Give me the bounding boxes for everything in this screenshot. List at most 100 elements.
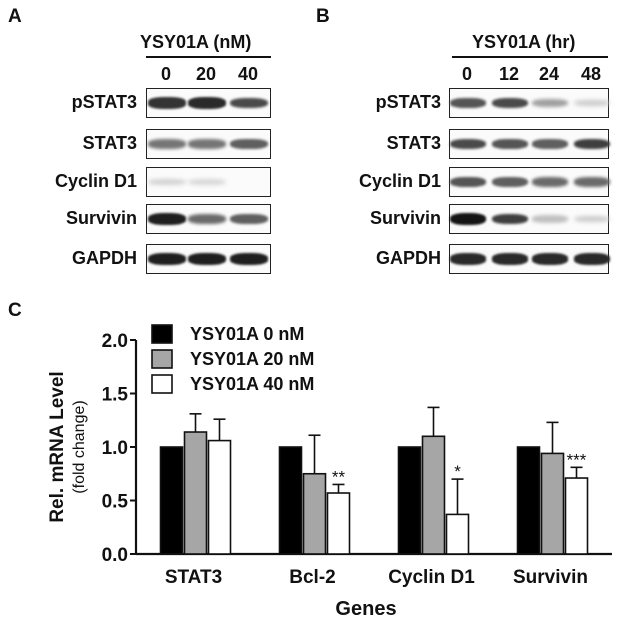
legend-swatch (151, 324, 173, 344)
legend-swatch (151, 374, 173, 394)
blot-band (450, 138, 486, 150)
blot-band (230, 97, 268, 109)
bar (397, 446, 422, 555)
blot-band (188, 214, 226, 224)
blot-strip (449, 167, 610, 197)
blot-band (532, 253, 568, 265)
panel-b-lane-label: 0 (461, 64, 472, 84)
bar (183, 431, 208, 555)
x-tick-label: Cyclin D1 (388, 567, 475, 588)
bar (302, 472, 327, 555)
blot-band (492, 138, 528, 150)
panel-b-lane-label: 12 (498, 64, 520, 84)
panel-a-letter: A (8, 6, 22, 27)
blot-band (574, 138, 610, 150)
panel-a-lane-label: 20 (195, 64, 217, 84)
bar (326, 492, 351, 555)
bar (278, 446, 303, 555)
y-tick-label: 2.0 (102, 331, 128, 352)
blot-band (188, 139, 226, 149)
bar (516, 446, 541, 555)
blot-band (148, 139, 186, 149)
panel-b-letter: B (316, 6, 330, 27)
panel-a-row-label: pSTAT3 (71, 92, 137, 112)
blot-band (532, 139, 568, 149)
legend-label: YSY01A 20 nM (190, 349, 314, 369)
legend-swatch (151, 349, 173, 369)
blot-band (188, 97, 226, 109)
significance-marker: ** (332, 467, 346, 486)
panel-b-lane-label: 48 (580, 64, 602, 84)
blot-band (532, 215, 568, 223)
blot-band (148, 213, 186, 225)
blot-band (230, 253, 268, 265)
blot-strip (449, 88, 610, 118)
x-tick-label: Bcl-2 (289, 567, 335, 588)
blot-band (450, 176, 486, 188)
blot-strip (146, 167, 271, 197)
blot-strip (146, 88, 271, 118)
blot-band (148, 253, 186, 265)
bar (445, 513, 470, 555)
panel-b-header-rule (452, 56, 608, 58)
blot-band (450, 213, 486, 225)
y-tick-label: 0.0 (102, 545, 128, 566)
blot-band (450, 253, 486, 265)
panel-b-lane-label: 24 (538, 64, 560, 84)
bar (159, 446, 184, 555)
blot-band (230, 139, 268, 149)
bar (564, 477, 589, 555)
blot-strip (449, 129, 610, 159)
panel-b-treatment-label: YSY01A (hr) (472, 32, 576, 52)
panel-b-row-label: Survivin (369, 208, 441, 228)
blot-strip (449, 244, 610, 274)
significance-marker: * (454, 462, 461, 481)
blot-band (574, 215, 610, 223)
panel-a-treatment-label: YSY01A (nM) (140, 32, 252, 52)
blot-band (574, 99, 610, 107)
y-tick-label: 0.5 (102, 492, 129, 513)
mrna-bar-chart: 0.0 0.5 1.0 1.5 2.0 Rel. mRNA Level (fold chan… (47, 324, 612, 620)
blot-band (188, 178, 226, 186)
blot-band (492, 213, 528, 225)
panel-a-lane-label: 0 (160, 64, 171, 84)
panel-a-row-label: GAPDH (71, 248, 137, 268)
y-tick-label: 1.0 (102, 438, 128, 459)
blot-band (574, 177, 610, 187)
blot-band (230, 214, 268, 224)
blot-band (450, 97, 486, 109)
panel-a-row-label: Survivin (65, 208, 137, 228)
bar (421, 435, 446, 555)
blot-band (148, 97, 186, 109)
blot-band (148, 178, 186, 186)
blot-band (532, 98, 568, 108)
blot-strip (146, 204, 271, 234)
blot-band (532, 177, 568, 187)
bar (540, 452, 565, 555)
significance-marker: *** (567, 450, 587, 469)
blot-band (492, 177, 528, 187)
x-tick-label: Survivin (513, 567, 588, 588)
panel-a-row-label: STAT3 (82, 133, 137, 153)
panel-a-lane-label: 40 (237, 64, 259, 84)
panel-a-header-rule (146, 56, 271, 58)
blot-band (188, 253, 226, 265)
x-axis-label: Genes (335, 598, 396, 620)
blot-band (492, 97, 528, 109)
y-axis-label: Rel. mRNA Level (47, 371, 68, 522)
panel-b-row-label: Cyclin D1 (358, 171, 441, 191)
panel-b-row-label: GAPDH (375, 248, 441, 268)
blot-band (492, 253, 528, 265)
panel-b-row-label: pSTAT3 (375, 92, 441, 112)
blot-band (574, 253, 610, 265)
bar (207, 439, 232, 555)
blot-strip (146, 244, 271, 274)
blot-strip (449, 204, 610, 234)
legend-label: YSY01A 40 nM (190, 374, 314, 394)
legend-label: YSY01A 0 nM (190, 324, 304, 344)
y-axis-sublabel: (fold change) (71, 400, 88, 493)
panel-b-row-label: STAT3 (386, 133, 441, 153)
panel-c-letter: C (8, 300, 22, 321)
blot-strip (146, 129, 271, 159)
panel-a-row-label: Cyclin D1 (54, 171, 137, 191)
